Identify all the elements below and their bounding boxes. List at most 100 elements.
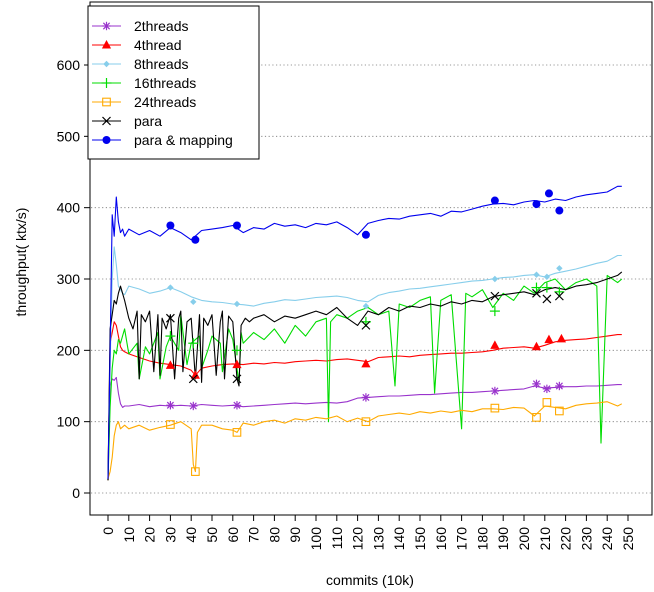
data-point-24threads [490,403,500,413]
x-tick-label: 20 [142,527,158,543]
data-point-para-b [232,374,242,384]
x-tick-label: 160 [433,527,449,551]
data-point-8threads-shape [556,265,563,272]
data-point-4thread-shape [531,341,542,351]
data-point-8threads [491,275,499,283]
legend-item-16threads: 16threads [92,75,196,91]
data-point-8threads [362,302,370,310]
data-point-para-mapping-shape [544,189,553,198]
data-point-4thread-shape [544,334,554,344]
data-point-2threads [166,401,175,410]
legend-swatch-marker-shape [102,136,111,144]
y-tick-label: 600 [57,57,81,73]
legend-swatch-marker-stroke-3 [102,22,111,30]
data-point-4thread [556,333,567,343]
data-point-para-mapping [361,230,370,239]
data-point-2threads-stroke-3 [491,387,499,395]
data-point-8threads [543,273,551,281]
legend-swatch-marker [102,116,111,126]
x-tick-label: 30 [162,527,178,543]
data-point-2threads [532,379,541,389]
data-point-16threads [231,345,242,356]
data-point-8threads [533,271,540,278]
x-tick-label: 220 [558,527,574,551]
data-point-24threads-shape [542,398,552,407]
y-tick-label: 400 [57,200,81,216]
data-point-2threads-stroke-3 [362,393,370,401]
series-lines [107,185,623,481]
x-axis: 0 10 20 30 40 50 60 70 80 90 100 110 120 130 140 150 160… [100,515,636,550]
x-tick-label: 90 [287,527,303,543]
data-point-4thread-shape [190,370,200,379]
data-point-24threads [555,406,564,416]
y-tick-label: 200 [57,342,81,358]
data-point-16threads [541,282,552,293]
data-point-para-mapping-shape [490,196,499,205]
data-point-24threads [542,398,552,407]
legend-label: 16threads [134,75,196,91]
data-point-para [188,374,198,384]
data-point-8threads [233,300,241,308]
y-axis-title: throughput( ktx/s) [13,208,29,317]
x-tick-label: 180 [474,527,490,551]
x-tick-label: 250 [620,527,636,551]
data-point-para-mapping-shape [166,221,175,230]
data-point-4thread-shape [490,340,500,349]
series-line-2threads [107,376,622,481]
data-point-24threads-shape [361,417,371,427]
data-point-para-b [188,374,198,384]
legend-label: 2threads [134,18,188,34]
x-tick-label: 140 [391,527,407,551]
data-point-2threads-stroke-3 [233,401,241,409]
data-point-para-mapping [232,221,241,230]
data-point-8threads-shape [491,275,499,283]
data-point-24threads [166,420,175,429]
legend-swatch-marker [103,60,110,68]
data-point-24threads [532,413,541,422]
legend-label: 24threads [134,94,196,110]
data-point-4thread-shape [232,359,242,369]
y-tick-label: 100 [57,414,81,430]
data-point-2threads [232,401,242,410]
data-point-para-mapping-shape [191,235,200,244]
data-point-para-b [542,294,552,304]
data-point-4thread [544,334,554,344]
x-tick-label: 10 [121,527,137,543]
legend-label: para [134,113,162,129]
x-axis-title: commits (10k) [326,572,414,588]
data-point-24threads-shape [166,420,175,429]
legend-item-para-mapping: para & mapping [92,132,233,148]
data-point-para-mapping-shape [532,200,541,209]
y-axis: 0 100 200 300 400 500 600 [57,57,90,501]
data-point-8threads-shape [167,284,174,291]
series-line-24threads [107,401,623,479]
x-tick-label: 100 [308,527,324,551]
data-point-8threads-shape [543,273,551,281]
data-point-2threads [542,384,552,394]
data-point-2threads [555,381,564,391]
legend-label: 8threads [134,56,188,72]
data-point-para-mapping [166,221,175,230]
data-point-para-b [361,320,371,330]
data-point-para-mapping-shape [232,221,241,230]
legend-swatch-marker [102,136,111,144]
x-tick-label: 190 [495,527,511,551]
data-point-24threads-shape [191,467,200,476]
legend-swatch-marker-shape [103,60,110,68]
legend-item-para: para [92,113,162,129]
legend-swatch-marker [102,21,111,31]
data-point-para-mapping-shape [555,206,564,215]
y-tick-label: 500 [57,128,81,144]
data-point-2threads-stroke-3 [543,385,551,393]
data-point-para-b [554,291,564,301]
legend-swatch-marker-shape [101,40,112,49]
x-tick-label: 40 [183,527,199,543]
data-point-para-mapping [544,189,553,198]
x-tick-label: 210 [537,527,553,551]
data-point-2threads [490,386,500,396]
data-point-24threads-shape [490,403,500,413]
data-point-para-mapping [532,200,541,209]
data-point-para [361,320,371,330]
legend-label: 4thread [134,37,181,53]
